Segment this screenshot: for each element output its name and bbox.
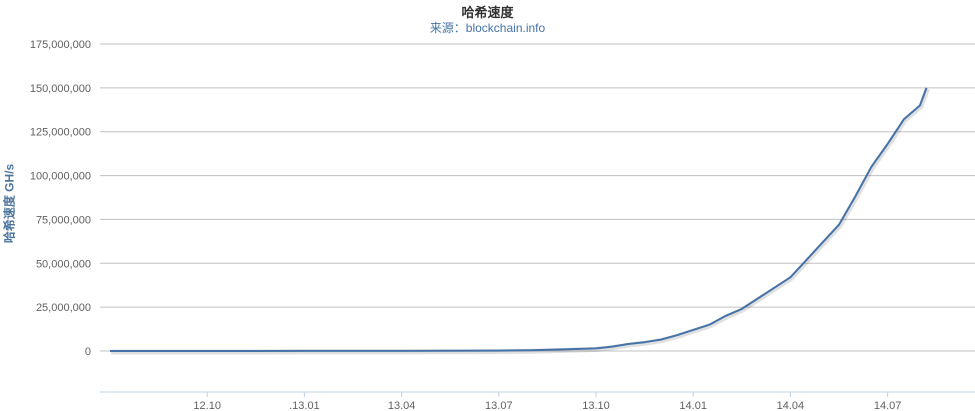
x-tick-label: 14.01 xyxy=(679,400,707,411)
y-tick-label: 175,000,000 xyxy=(30,39,91,51)
series-group xyxy=(110,87,930,355)
y-axis-ticks: 0 25,000,000 50,000,000 75,000,000 100,000,0… xyxy=(30,39,91,358)
x-tick-label: 14.04 xyxy=(777,400,805,411)
y-tick-label: 0 xyxy=(85,346,91,358)
y-tick-label: 125,000,000 xyxy=(30,127,91,139)
x-tick-label: .13.01 xyxy=(289,400,320,411)
y-tick-label: 25,000,000 xyxy=(36,302,91,314)
x-tick-label: 13.07 xyxy=(485,400,513,411)
y-tick-label: 150,000,000 xyxy=(30,83,91,95)
series-shadow xyxy=(111,88,930,355)
chart-subtitle: 来源：blockchain.info xyxy=(429,21,546,35)
x-tick-label: 12.10 xyxy=(193,400,221,411)
series-line-0 xyxy=(110,87,928,352)
grid-lines xyxy=(100,43,975,352)
x-axis-ticks: 12.10 .13.01 13.04 13.07 13.10 14.01 14.04 14.0… xyxy=(193,392,901,411)
chart-title: 哈希速度 xyxy=(461,5,514,20)
x-tick-label: 14.07 xyxy=(874,400,902,411)
x-tick-label: 13.04 xyxy=(388,400,416,411)
y-tick-label: 100,000,000 xyxy=(30,171,91,183)
x-tick-label: 13.10 xyxy=(582,400,610,411)
y-tick-label: 50,000,000 xyxy=(36,258,91,270)
y-tick-label: 75,000,000 xyxy=(36,214,91,226)
